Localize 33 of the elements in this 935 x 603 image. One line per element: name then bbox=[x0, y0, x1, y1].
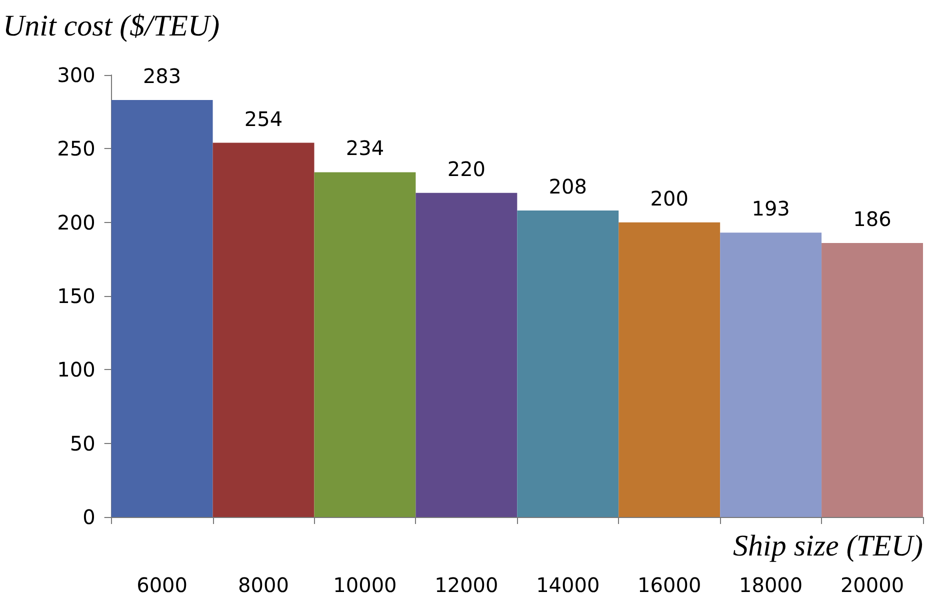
data-label: 234 bbox=[346, 136, 384, 160]
x-axis-title: Ship size (TEU) bbox=[733, 530, 923, 562]
x-tick-label: 16000 bbox=[638, 573, 702, 597]
x-tick-label: 8000 bbox=[238, 573, 289, 597]
y-tick-label: 50 bbox=[70, 431, 96, 456]
data-label: 186 bbox=[853, 206, 892, 231]
x-tick-label: 6000 bbox=[136, 573, 188, 597]
y-tick-label: 300 bbox=[57, 63, 96, 87]
data-label: 283 bbox=[142, 64, 182, 88]
y-tick-label: 200 bbox=[57, 210, 96, 234]
data-label: 254 bbox=[244, 106, 283, 131]
bar bbox=[416, 192, 518, 517]
x-tick-label: 12000 bbox=[434, 573, 498, 597]
data-label: 208 bbox=[548, 174, 587, 199]
x-tick-label: 10000 bbox=[333, 573, 397, 597]
bar bbox=[212, 142, 314, 517]
data-label: 200 bbox=[650, 186, 688, 210]
y-tick-label: 100 bbox=[57, 358, 96, 382]
data-label: 193 bbox=[752, 196, 790, 221]
data-label: 220 bbox=[447, 156, 486, 181]
bar bbox=[314, 172, 416, 517]
x-tick-label: 14000 bbox=[536, 573, 600, 597]
y-axis-title: Unit cost ($/TEU) bbox=[2, 10, 220, 42]
bar bbox=[517, 210, 619, 517]
bar bbox=[111, 100, 213, 517]
x-tick-label: 20000 bbox=[840, 573, 904, 597]
x-tick-label: 18000 bbox=[739, 573, 803, 597]
bar bbox=[720, 232, 822, 517]
bar bbox=[822, 242, 923, 517]
y-tick-label: 250 bbox=[57, 136, 96, 161]
y-tick-label: 150 bbox=[57, 284, 96, 308]
bar bbox=[618, 222, 720, 517]
y-tick-label: 0 bbox=[82, 505, 96, 529]
